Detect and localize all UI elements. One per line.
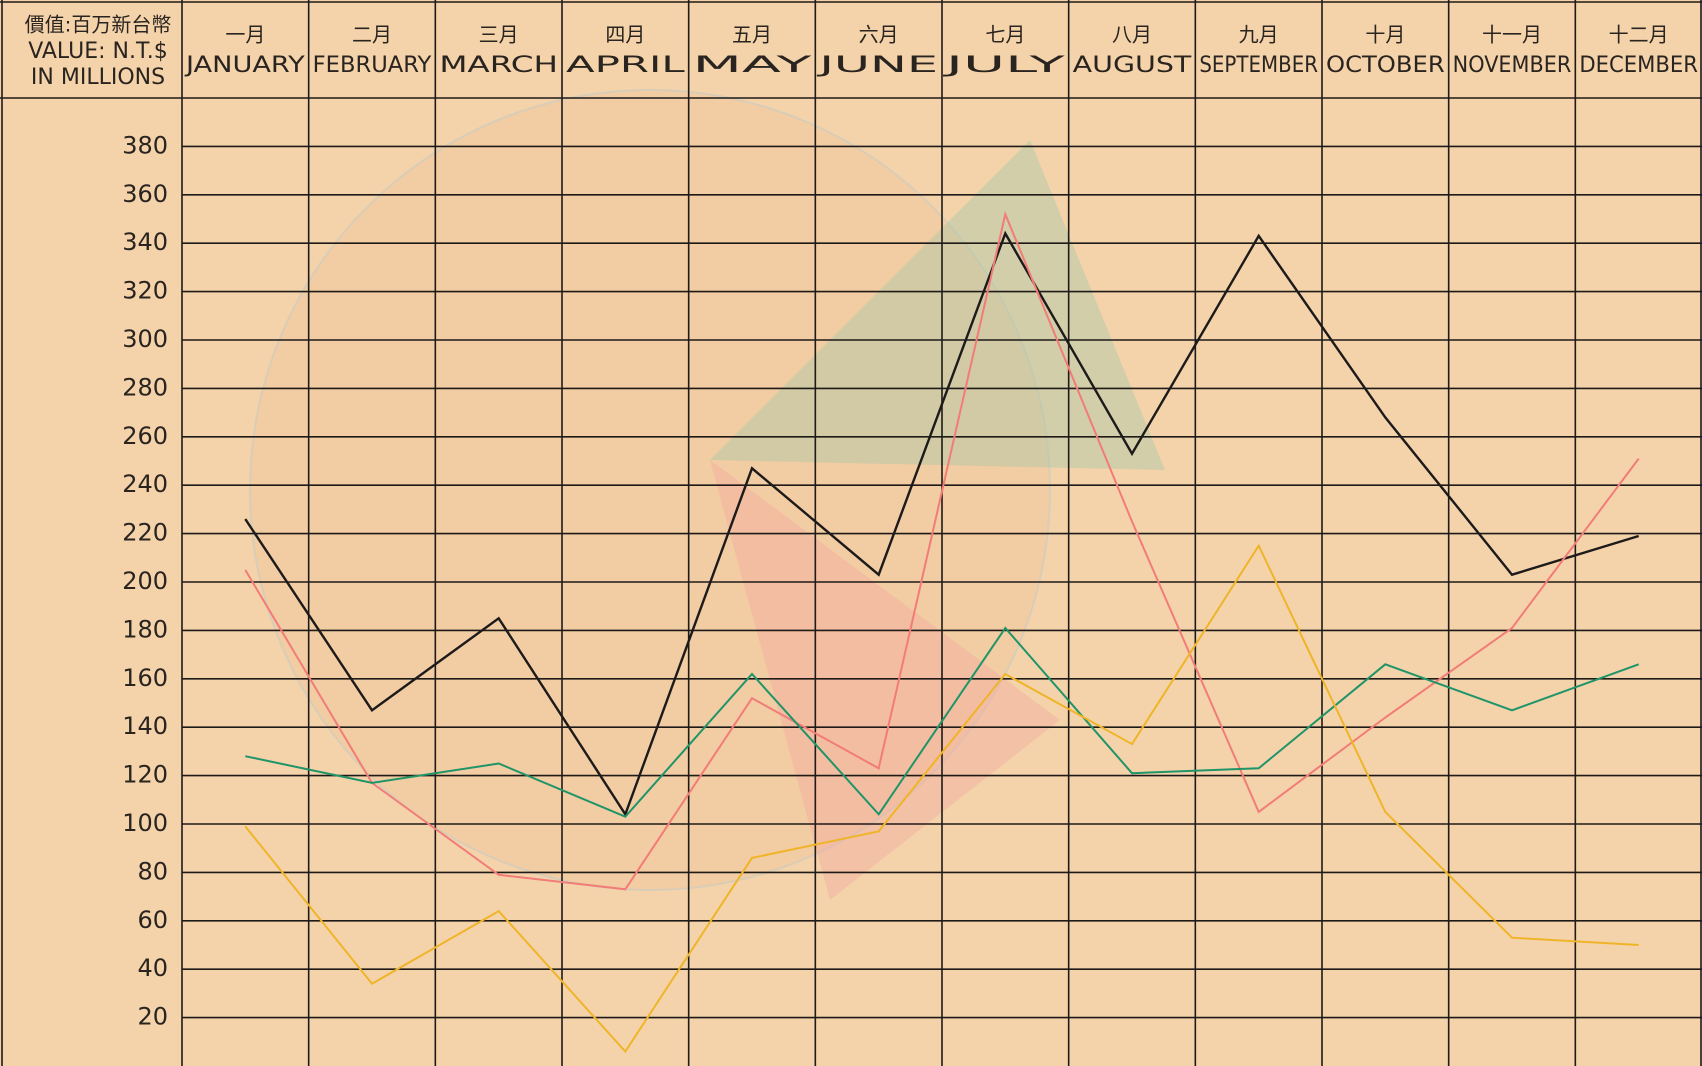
x-tick-label: JANUARY bbox=[184, 53, 306, 78]
y-label-zh: 價值:百万新台幣 bbox=[25, 13, 172, 37]
x-tick-label: JUNE bbox=[815, 53, 938, 78]
month-zh: 五月 bbox=[732, 23, 772, 47]
x-tick-label: FEBRUARY bbox=[313, 53, 432, 78]
month-zh: 四月 bbox=[605, 23, 645, 47]
background-sector bbox=[710, 460, 1060, 900]
month-zh: 三月 bbox=[479, 23, 519, 47]
x-tick-label: NOVEMBER bbox=[1453, 53, 1572, 78]
y-tick-label: 40 bbox=[137, 954, 168, 982]
series-line bbox=[244, 543, 1639, 1054]
y-tick-label: 180 bbox=[122, 615, 168, 643]
x-tick-label: DECEMBER bbox=[1579, 53, 1698, 78]
y-tick-label: 240 bbox=[122, 470, 168, 498]
x-tick-label: MARCH bbox=[439, 53, 558, 78]
y-tick-label: 140 bbox=[122, 712, 168, 740]
background-pie bbox=[249, 89, 1051, 891]
y-tick-label: 300 bbox=[122, 325, 168, 353]
y-tick-label: 200 bbox=[122, 567, 168, 595]
series-line bbox=[245, 626, 1640, 818]
y-tick-label: 380 bbox=[122, 131, 168, 159]
y-tick-label: 80 bbox=[137, 857, 168, 885]
y-tick-label: 20 bbox=[137, 1003, 168, 1031]
y-tick-label: 220 bbox=[122, 519, 168, 547]
x-tick-label: MAY bbox=[693, 53, 813, 78]
y-tick-label: 160 bbox=[122, 664, 168, 692]
x-tick-label: APRIL bbox=[566, 53, 686, 78]
y-tick-label: 340 bbox=[122, 228, 168, 256]
y-tick-label: 320 bbox=[122, 277, 168, 305]
series-line bbox=[244, 210, 1640, 891]
month-zh: 九月 bbox=[1239, 23, 1279, 47]
month-zh: 八月 bbox=[1112, 23, 1152, 47]
month-zh: 一月 bbox=[225, 23, 265, 47]
y-tick-label: 260 bbox=[122, 422, 168, 450]
y-tick-label: 100 bbox=[122, 809, 168, 837]
month-zh: 十一月 bbox=[1482, 23, 1542, 47]
month-zh: 二月 bbox=[352, 23, 392, 47]
month-zh: 十二月 bbox=[1609, 23, 1669, 47]
x-tick-label: SEPTEMBER bbox=[1199, 53, 1318, 78]
y-label: IN MILLIONS bbox=[31, 65, 165, 90]
month-zh: 十月 bbox=[1365, 23, 1405, 47]
x-tick-label: OCTOBER bbox=[1326, 53, 1445, 78]
y-label: VALUE: N.T.$ bbox=[28, 39, 168, 64]
y-tick-label: 280 bbox=[122, 373, 168, 401]
series-line bbox=[244, 230, 1640, 817]
y-tick-label: 120 bbox=[122, 761, 168, 789]
month-zh: 六月 bbox=[859, 23, 899, 47]
y-tick-label: 60 bbox=[137, 906, 168, 934]
background-sector bbox=[710, 140, 1165, 470]
x-tick-label: AUGUST bbox=[1073, 53, 1192, 78]
month-zh: 七月 bbox=[985, 23, 1025, 47]
y-tick-label: 360 bbox=[122, 180, 168, 208]
x-tick-label: JULY bbox=[941, 53, 1066, 78]
